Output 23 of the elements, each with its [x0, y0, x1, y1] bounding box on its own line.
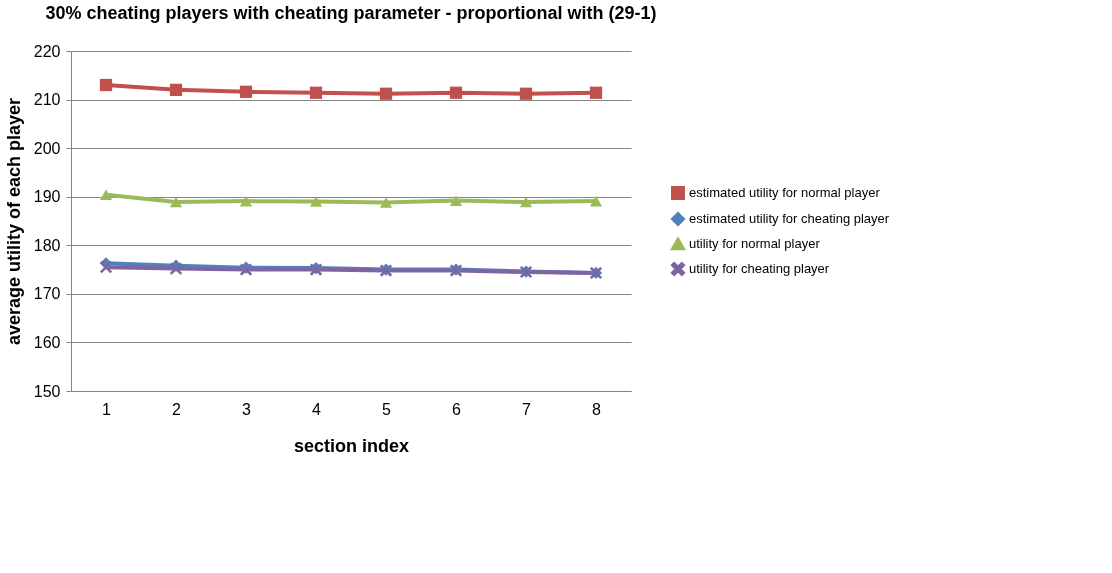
x-tick-label: 1 [102, 400, 112, 418]
x-tick-label: 6 [452, 400, 462, 418]
legend-label: utility for normal player [689, 236, 821, 251]
chart-title: 30% cheating players with cheating parameter - proportional with (29-1) [45, 3, 657, 23]
y-axis-title: average utility of each player [3, 97, 24, 346]
y-tick-label: 150 [33, 382, 61, 400]
y-tick-label: 210 [33, 91, 61, 109]
y-tick-label: 170 [33, 285, 61, 303]
x-tick-label: 2 [172, 400, 182, 418]
legend-label: estimated utility for normal player [689, 185, 881, 200]
legend-label: utility for cheating player [689, 261, 830, 276]
x-tick-label: 7 [522, 400, 532, 418]
y-tick-label: 160 [33, 333, 61, 351]
x-axis-title: section index [293, 435, 410, 456]
legend-label: estimated utility for cheating player [689, 211, 890, 226]
x-tick-label: 8 [592, 400, 602, 418]
y-tick-label: 200 [33, 139, 61, 157]
x-tick-label: 4 [312, 400, 322, 418]
x-tick-label: 3 [242, 400, 252, 418]
x-tick-label: 5 [382, 400, 392, 418]
y-tick-label: 180 [33, 236, 61, 254]
y-tick-label: 190 [33, 188, 61, 206]
y-tick-label: 220 [33, 42, 61, 60]
